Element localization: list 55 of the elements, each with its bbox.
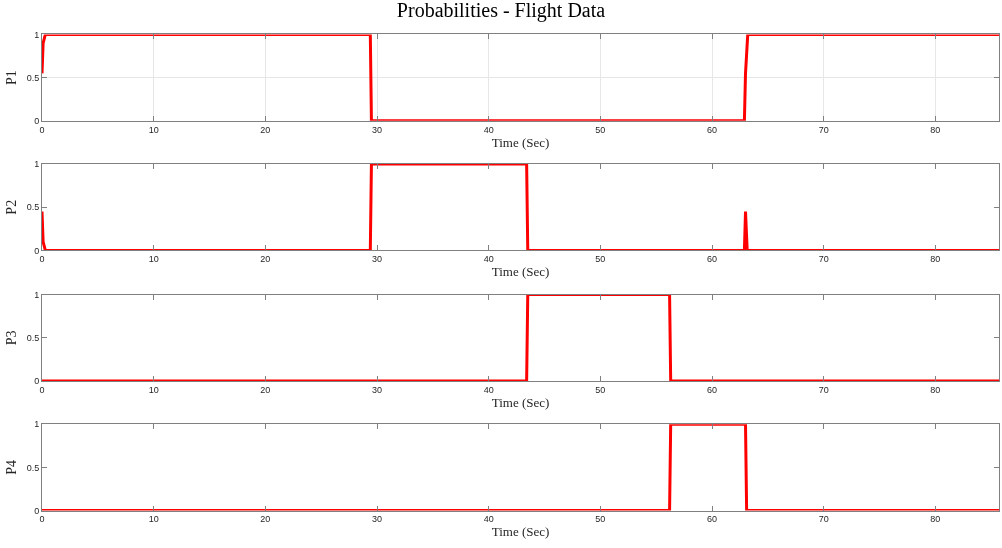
x-tick-label: 50: [595, 254, 606, 265]
y-tick-label: 0.5: [26, 72, 40, 83]
x-tick-label: 80: [930, 254, 941, 265]
y-tick-label: 0.5: [26, 462, 40, 473]
x-axis-title: Time (Sec): [491, 134, 550, 150]
x-tick-label: 30: [372, 254, 383, 265]
x-tick-label: 30: [372, 514, 383, 525]
x-tick-label: 30: [372, 384, 383, 395]
y-tick-label: 0: [34, 376, 40, 387]
y-tick-label: 0: [34, 505, 40, 516]
x-tick-label: 10: [148, 514, 159, 525]
x-tick-label: 60: [707, 124, 718, 135]
x-tick-label: 70: [818, 384, 829, 395]
y-tick-label: 0.5: [26, 202, 40, 213]
x-tick-label: 40: [483, 124, 494, 135]
y-tick-label: 1: [34, 159, 40, 170]
x-tick-label: 10: [148, 384, 159, 395]
x-axis-title: Time (Sec): [491, 394, 550, 410]
y-tick-label: 0: [34, 245, 40, 256]
x-tick-label: 60: [707, 514, 718, 525]
x-tick-label: 20: [260, 124, 271, 135]
y-axis-title: P1: [4, 70, 20, 86]
x-tick-label: 20: [260, 384, 271, 395]
y-tick-label: 1: [34, 289, 40, 300]
x-tick-label: 80: [930, 384, 941, 395]
x-tick-label: 60: [707, 384, 718, 395]
x-tick-label: 80: [930, 514, 941, 525]
y-axis-title: P3: [4, 330, 20, 346]
x-axis-title: Time (Sec): [491, 264, 550, 280]
y-axis-title: P4: [4, 460, 20, 475]
chart-title: Probabilities - Flight Data: [396, 0, 606, 22]
y-tick-label: 0: [34, 115, 40, 126]
line-series: [42, 34, 999, 121]
x-tick-label: 50: [595, 124, 606, 135]
x-tick-label: 10: [148, 254, 159, 265]
x-tick-label: 40: [483, 254, 494, 265]
x-tick-label: 40: [483, 384, 494, 395]
y-tick-label: 1: [34, 29, 40, 40]
y-tick-label: 1: [34, 419, 40, 430]
y-axis-title: P2: [4, 199, 20, 215]
x-tick-label: 70: [818, 514, 829, 525]
x-axis-title: Time (Sec): [491, 524, 550, 540]
x-tick-label: 50: [595, 384, 606, 395]
y-tick-label: 0.5: [26, 332, 40, 343]
x-tick-label: 50: [595, 514, 606, 525]
x-tick-label: 60: [707, 254, 718, 265]
x-tick-label: 20: [260, 514, 271, 525]
x-tick-label: 20: [260, 254, 271, 265]
x-tick-label: 10: [148, 124, 159, 135]
line-series: [42, 164, 999, 251]
x-tick-label: 70: [818, 124, 829, 135]
x-tick-label: 30: [372, 124, 383, 135]
x-tick-label: 80: [930, 124, 941, 135]
x-tick-label: 40: [483, 514, 494, 525]
x-tick-label: 70: [818, 254, 829, 265]
